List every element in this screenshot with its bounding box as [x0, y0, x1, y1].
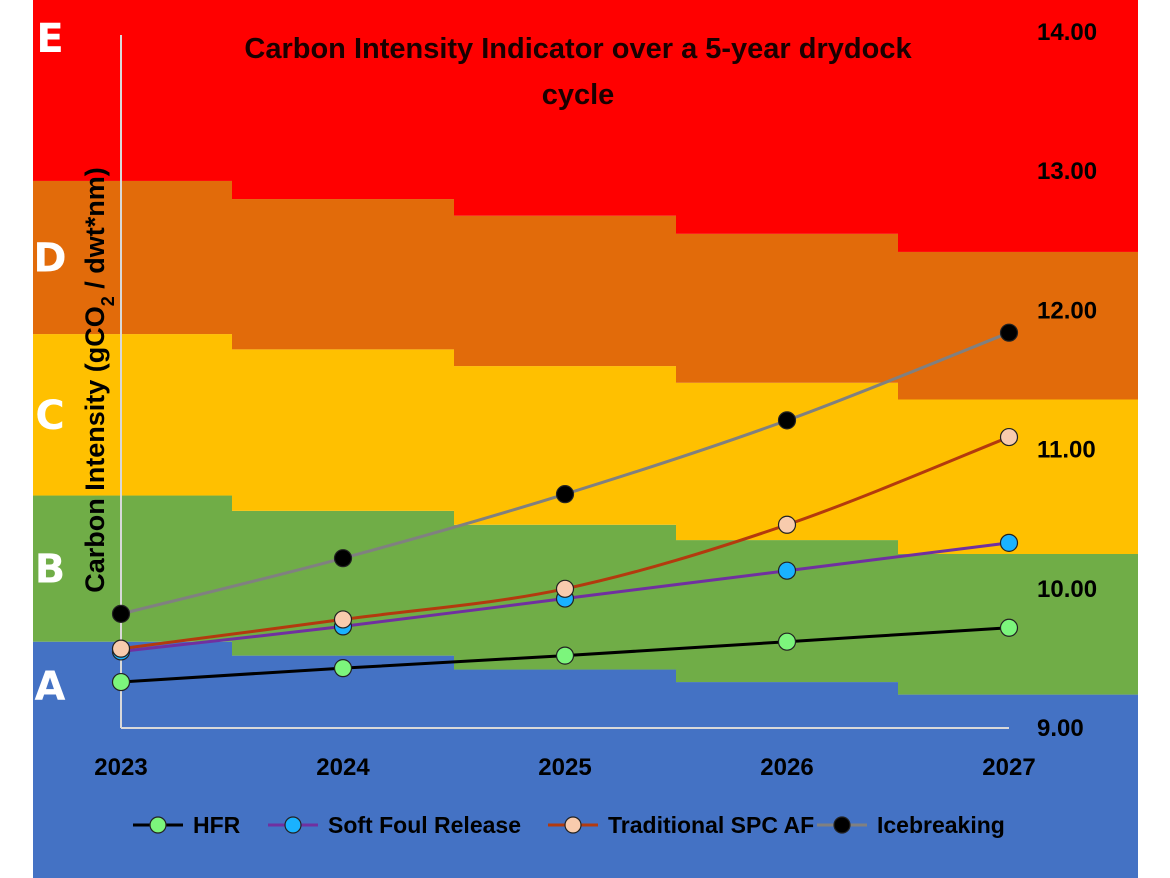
point-icebreaking-2025 — [555, 485, 575, 504]
band-e-2025 — [454, 0, 676, 216]
series-lines — [111, 323, 1019, 692]
band-d-2023 — [33, 180, 232, 335]
band-c-2027 — [898, 399, 1138, 554]
band-a-2027 — [898, 694, 1138, 878]
x-tick-2023: 2023 — [94, 754, 147, 781]
point-hfr-2024 — [333, 659, 353, 678]
band-label-b: B — [35, 547, 66, 593]
y-axis-label-sub: 2 — [98, 296, 118, 306]
x-tick-labels: 2023 2024 2025 2026 2027 — [94, 754, 1035, 781]
band-c-2023 — [33, 334, 232, 496]
point-icebreaking-2026 — [777, 411, 797, 430]
y-axis-label-post: / dwt*nm) — [80, 167, 110, 296]
legend-marker-soft-foul-release — [284, 816, 302, 834]
legend-label-traditional-spc-af: Traditional SPC AF — [608, 812, 814, 838]
point-soft-foul-release-2026 — [777, 561, 797, 580]
y-tick-13.00: 13.00 — [1037, 158, 1097, 185]
legend-label-hfr: HFR — [193, 812, 241, 838]
point-traditional-spc-af-2027 — [999, 427, 1019, 447]
title-line-2: cycle — [542, 79, 615, 111]
y-tick-labels: 9.00 10.00 11.00 12.00 13.00 14.00 — [1037, 19, 1097, 742]
legend-marker-icebreaking — [833, 816, 851, 834]
band-c-2024 — [232, 349, 454, 511]
point-hfr-2025 — [555, 646, 575, 665]
x-tick-2026: 2026 — [760, 754, 813, 781]
legend: HFR Soft Foul Release Traditional SPC AF Ic… — [133, 812, 1005, 838]
band-d-2027 — [898, 251, 1138, 400]
point-icebreaking-2023 — [111, 604, 131, 623]
band-a-2025 — [454, 669, 676, 878]
y-tick-14.00: 14.00 — [1037, 19, 1097, 46]
chart-title: Carbon Intensity Indicator over a 5-year… — [244, 33, 912, 111]
band-e-2023 — [33, 0, 232, 181]
band-e-2027 — [898, 0, 1138, 252]
y-tick-10.00: 10.00 — [1037, 576, 1097, 603]
band-labels: A B C D E — [33, 16, 66, 710]
band-label-a: A — [35, 664, 66, 710]
point-hfr-2027 — [999, 618, 1019, 637]
band-e-2024 — [232, 0, 454, 200]
y-tick-9.00: 9.00 — [1037, 715, 1084, 742]
x-tick-2025: 2025 — [538, 754, 591, 781]
point-traditional-spc-af-2023 — [111, 639, 131, 658]
y-tick-11.00: 11.00 — [1037, 437, 1096, 464]
point-hfr-2023 — [111, 672, 131, 692]
point-traditional-spc-af-2026 — [777, 515, 797, 534]
x-tick-2027: 2027 — [982, 754, 1035, 781]
point-icebreaking-2027 — [999, 323, 1019, 342]
band-label-e: E — [36, 16, 63, 62]
band-e-2026 — [676, 0, 898, 234]
band-label-d: D — [33, 236, 66, 282]
point-soft-foul-release-2027 — [999, 533, 1019, 552]
band-a-2024 — [232, 655, 454, 878]
title-line-1: Carbon Intensity Indicator over a 5-year… — [244, 33, 912, 65]
legend-label-icebreaking: Icebreaking — [877, 812, 1005, 838]
point-traditional-spc-af-2025 — [555, 579, 575, 598]
x-tick-2024: 2024 — [316, 754, 370, 781]
band-label-c: C — [35, 393, 64, 439]
y-axis-label-pre: Carbon Intensity (gCO — [80, 306, 110, 593]
band-b-2023 — [33, 495, 232, 642]
legend-marker-traditional-spc-af — [564, 816, 582, 834]
band-b-2027 — [898, 554, 1138, 695]
band-d-2025 — [454, 215, 676, 367]
legend-marker-hfr — [149, 816, 167, 834]
rating-bands — [33, 0, 1138, 878]
band-d-2026 — [676, 233, 898, 383]
point-icebreaking-2024 — [333, 549, 353, 568]
band-c-2026 — [676, 382, 898, 541]
band-a-2026 — [676, 682, 898, 878]
y-tick-12.00: 12.00 — [1037, 297, 1097, 324]
band-d-2024 — [232, 199, 454, 350]
point-hfr-2026 — [777, 632, 797, 651]
legend-label-soft-foul-release: Soft Foul Release — [328, 812, 521, 838]
y-axis-label: Carbon Intensity (gCO2 / dwt*nm) — [80, 167, 118, 593]
point-traditional-spc-af-2024 — [333, 610, 353, 629]
